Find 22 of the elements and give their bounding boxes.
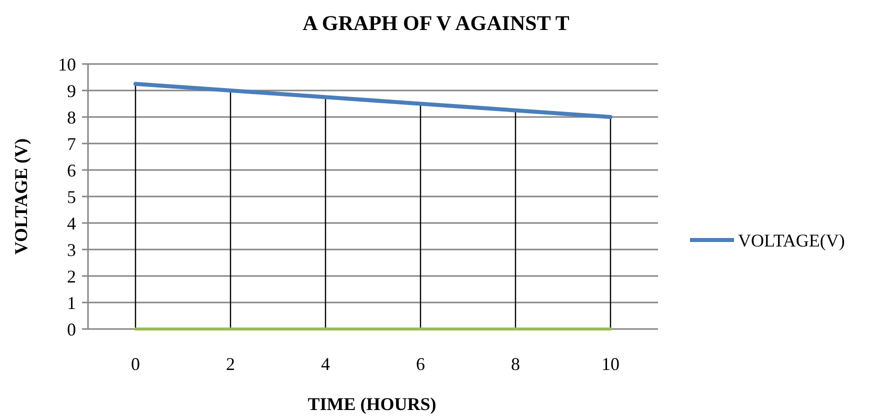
x-tick-label: 10 <box>602 354 620 374</box>
y-tick-label: 2 <box>67 266 76 286</box>
line-series <box>134 82 612 119</box>
y-tick-label: 4 <box>67 213 76 234</box>
x-tick-label: 6 <box>416 354 425 374</box>
legend-label: VOLTAGE(V) <box>738 230 845 250</box>
y-tick-label: 7 <box>67 134 76 154</box>
x-tick-label: 0 <box>131 354 140 374</box>
y-tick-label: 5 <box>67 186 76 207</box>
x-tick-label: 2 <box>226 354 235 374</box>
y-tick-label: 0 <box>67 319 76 340</box>
y-tick-label: 9 <box>67 80 76 101</box>
chart-title: A GRAPH OF V AGAINST T <box>302 11 570 35</box>
y-tick-label: 10 <box>58 54 76 74</box>
x-tick-label: 8 <box>511 354 520 374</box>
x-axis-title: TIME (HOURS) <box>308 394 436 414</box>
x-tick-label: 4 <box>321 354 330 374</box>
y-tick-label: 8 <box>67 107 76 128</box>
y-tick-label: 1 <box>67 292 76 313</box>
y-tick-label: 6 <box>67 160 76 180</box>
y-axis-title: VOLTAGE (V) <box>11 138 31 255</box>
y-tick-label: 3 <box>67 240 76 260</box>
